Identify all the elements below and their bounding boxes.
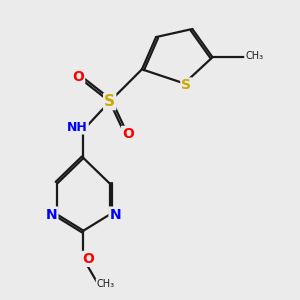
Text: S: S [104, 94, 115, 109]
Text: CH₃: CH₃ [245, 51, 263, 62]
Text: CH₃: CH₃ [97, 279, 115, 289]
Text: NH: NH [67, 121, 88, 134]
Text: S: S [181, 79, 191, 92]
Text: N: N [46, 208, 57, 221]
Text: O: O [72, 70, 84, 84]
Text: O: O [122, 127, 134, 141]
Text: O: O [82, 252, 94, 266]
Text: N: N [110, 208, 121, 221]
